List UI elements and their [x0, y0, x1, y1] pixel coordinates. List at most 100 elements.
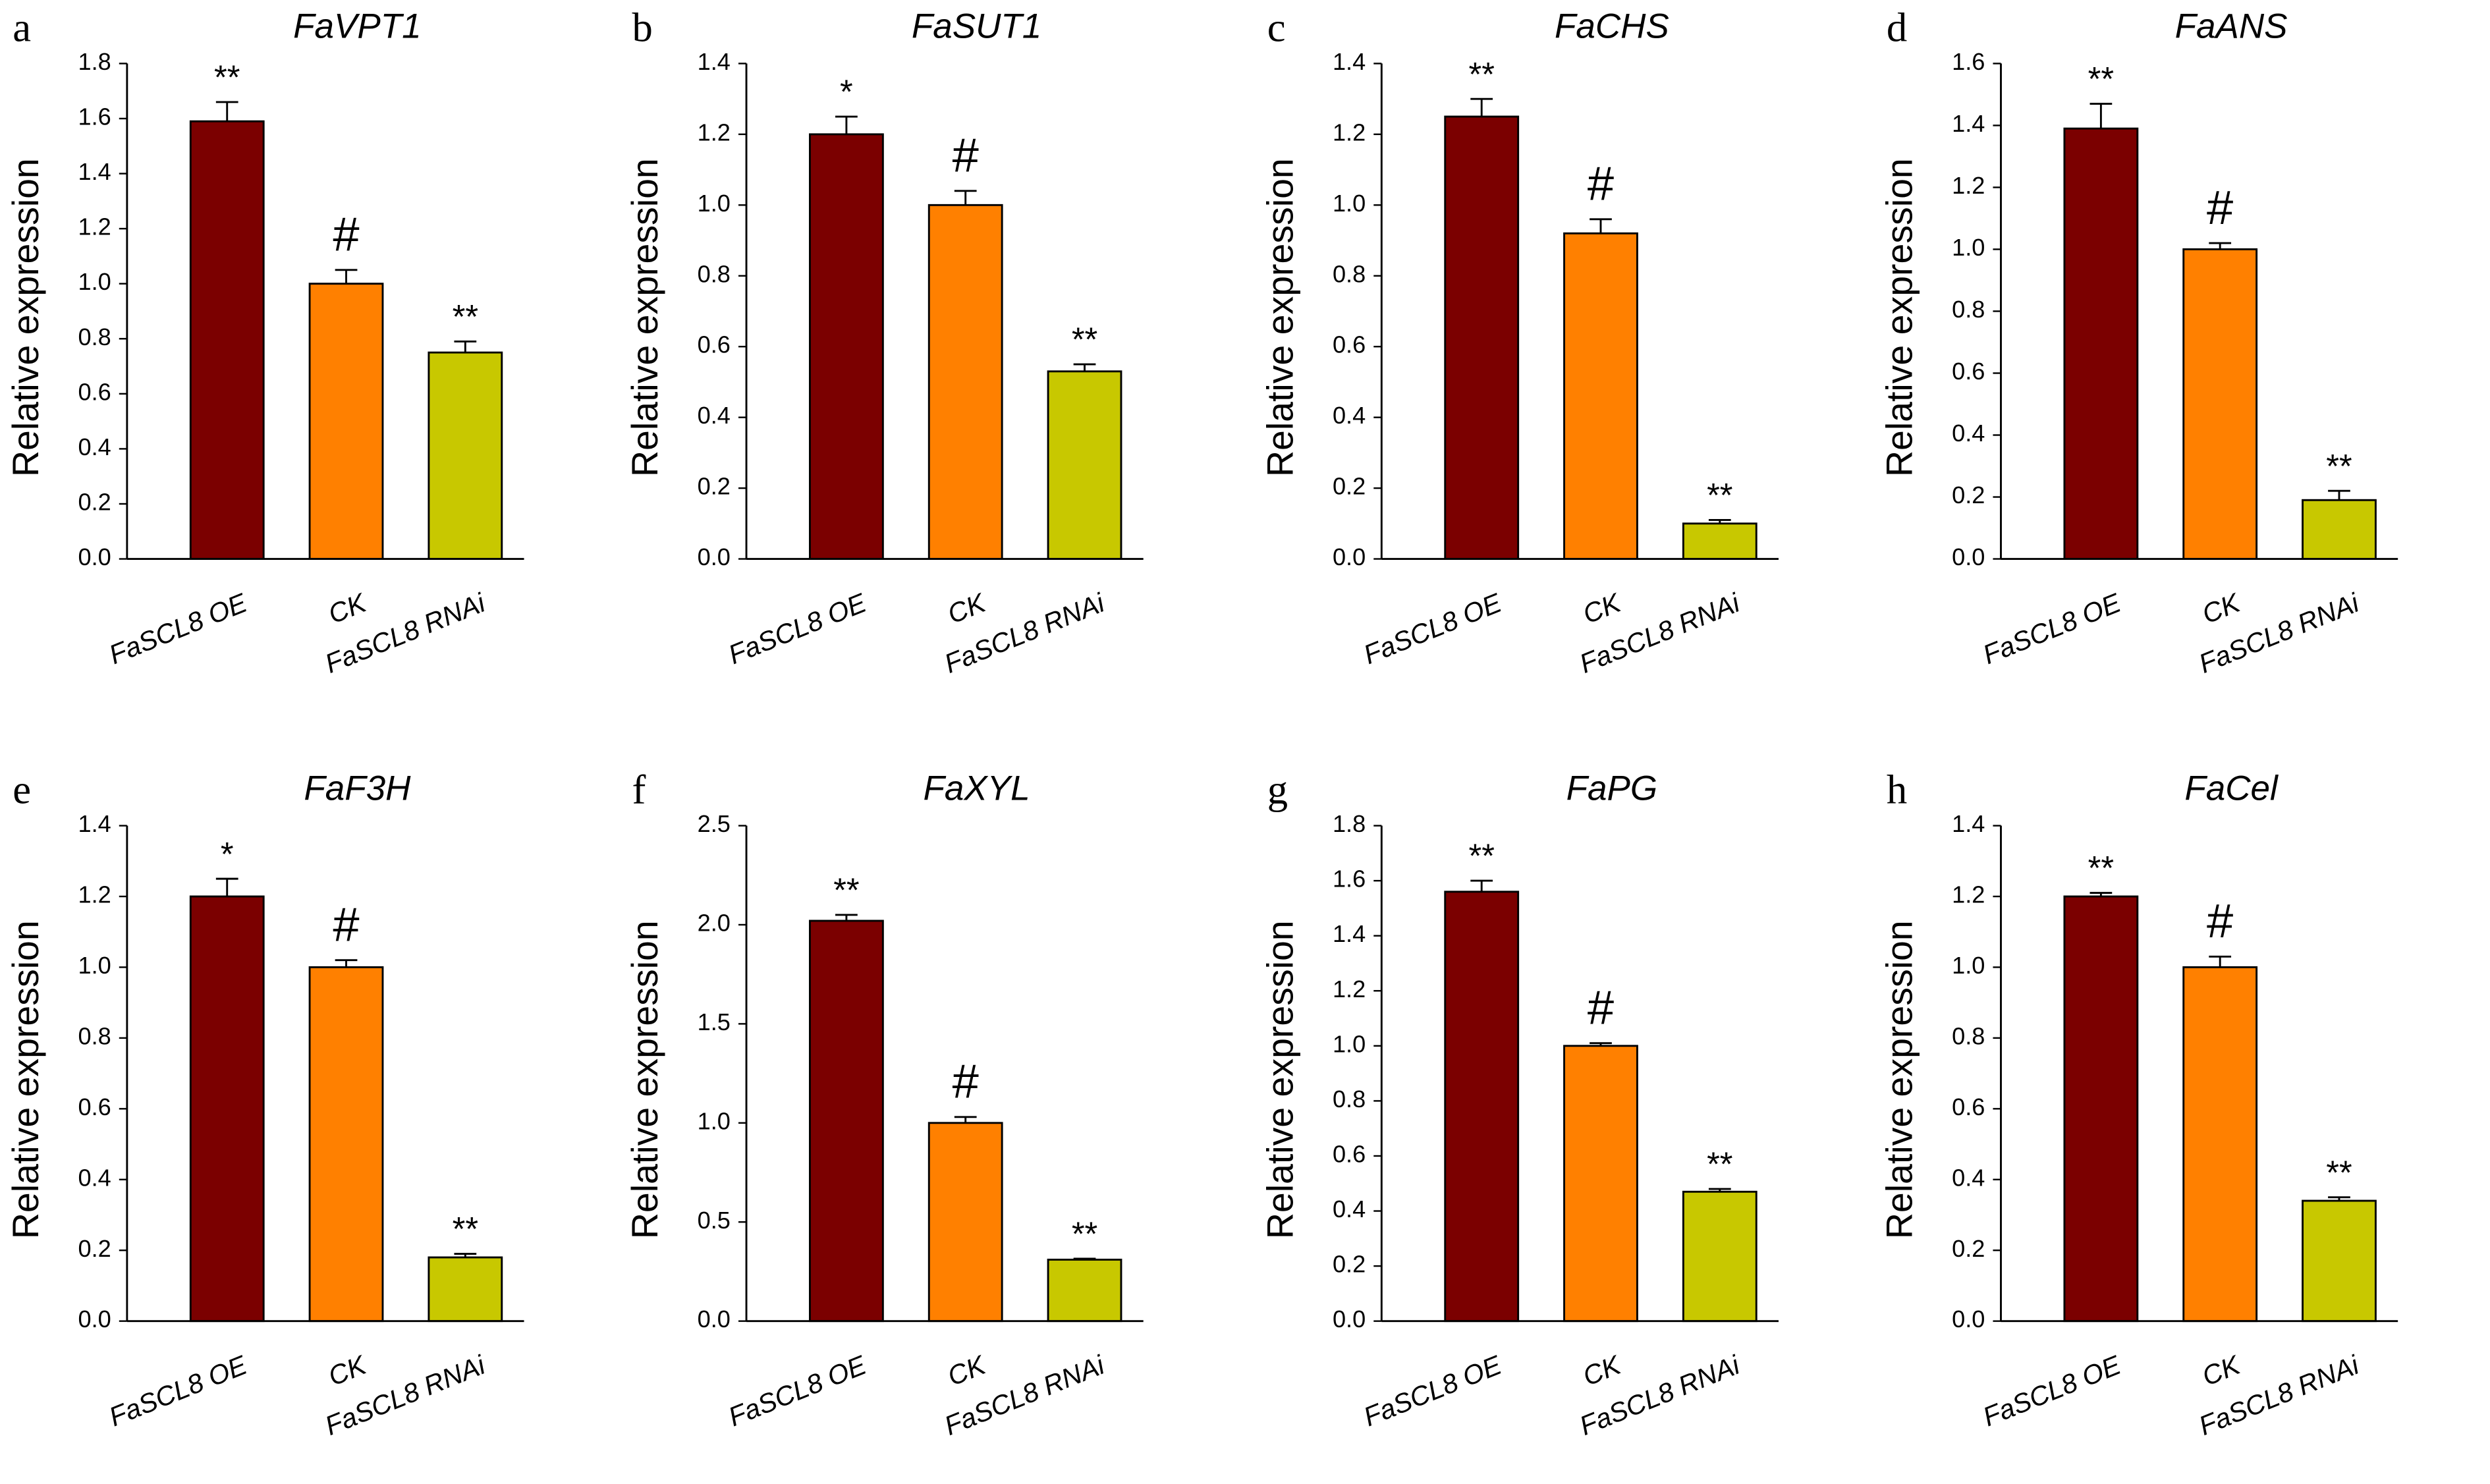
y-tick-label: 0.8: [1333, 1086, 1366, 1113]
y-tick-label: 1.0: [1333, 1030, 1366, 1057]
y-tick-label: 0.0: [698, 1305, 731, 1333]
significance-label: #: [333, 899, 359, 952]
significance-label: **: [2088, 60, 2114, 97]
bar: [927, 204, 1003, 560]
y-tick-label: 0.4: [1952, 1164, 1985, 1191]
y-tick-label: 1.0: [78, 952, 111, 979]
bar: [1444, 891, 1520, 1323]
y-tick-label: 1.8: [1333, 810, 1366, 837]
y-tick-label: 1.4: [78, 810, 111, 837]
y-tick-label: 0.0: [1952, 543, 1985, 570]
significance-label: #: [1588, 158, 1614, 211]
error-bar: [1073, 363, 1096, 371]
significance-label: **: [833, 871, 859, 909]
y-tick-label: 0.2: [1333, 473, 1366, 500]
y-tick-label: 1.0: [1952, 234, 1985, 261]
significance-label: **: [453, 298, 478, 335]
significance-label: **: [2326, 447, 2352, 485]
bar: [809, 920, 884, 1323]
y-tick-label: 0.0: [1333, 1305, 1366, 1333]
y-tick-label: 1.6: [78, 103, 111, 130]
y-tick-label: 1.0: [1952, 952, 1985, 979]
x-tick-label: CK: [943, 587, 991, 630]
significance-label: #: [953, 130, 979, 182]
y-tick-label: 0.6: [1333, 1141, 1366, 1168]
bar: [189, 895, 265, 1323]
bar: [1563, 232, 1638, 560]
significance-label: #: [333, 209, 359, 261]
bar: [428, 1256, 503, 1323]
x-tick-label: CK: [1578, 587, 1626, 630]
y-tick-label: 1.4: [1952, 110, 1985, 137]
error-bar: [954, 1116, 977, 1123]
y-tick-label: 0.8: [1952, 296, 1985, 323]
significance-label: **: [453, 1210, 478, 1248]
panel-label: e: [13, 767, 31, 813]
error-bar: [1470, 97, 1493, 117]
y-tick-label: 0.6: [1952, 358, 1985, 385]
error-bar: [2328, 489, 2350, 501]
chart-title: FaANS: [2175, 7, 2288, 45]
y-tick-label: 0.0: [78, 543, 111, 570]
y-axis-label: Relative expression: [5, 158, 46, 477]
panel: g FaPG Relative expression 0.0 0.2 0.4 0.6 0.8 1…: [1259, 767, 1779, 1441]
bar: [1444, 115, 1520, 560]
x-tick-label: FaSCL8 OE: [724, 1350, 871, 1433]
y-tick-label: 1.2: [1952, 881, 1985, 908]
y-tick-label: 0.0: [1952, 1305, 1985, 1333]
bar: [1682, 522, 1757, 560]
y-tick-label: 0.4: [698, 402, 731, 429]
panel: e FaF3H Relative expression 0.0 0.2 0.4 0.6 0.8…: [5, 767, 524, 1441]
error-bar: [2209, 955, 2232, 968]
chart-title: FaSUT1: [912, 7, 1041, 45]
significance-label: **: [2088, 849, 2114, 887]
significance-label: *: [221, 835, 234, 873]
y-tick-label: 0.2: [78, 1235, 111, 1262]
panel-label: c: [1267, 5, 1286, 51]
y-tick-label: 0.4: [78, 433, 111, 460]
bar: [189, 120, 265, 560]
y-tick-label: 0.4: [1333, 402, 1366, 429]
y-tick-label: 0.0: [1333, 543, 1366, 570]
panel-label: h: [1887, 767, 1907, 813]
panel-label: a: [13, 5, 31, 51]
y-tick-label: 1.2: [1333, 119, 1366, 146]
significance-label: **: [1469, 837, 1495, 875]
bar: [927, 1122, 1003, 1323]
y-tick-label: 1.0: [1333, 190, 1366, 217]
error-bar: [1590, 218, 1612, 234]
y-axis-label: Relative expression: [1259, 158, 1300, 477]
y-tick-label: 1.6: [1333, 866, 1366, 893]
x-tick-label: CK: [324, 1349, 372, 1392]
chart-title: FaCel: [2184, 769, 2279, 808]
error-bar: [1470, 879, 1493, 892]
bar: [2182, 966, 2258, 1323]
y-tick-label: 2.5: [698, 810, 731, 837]
bar: [1047, 1258, 1122, 1323]
y-tick-label: 0.0: [78, 1305, 111, 1333]
y-tick-label: 0.2: [698, 473, 731, 500]
y-axis-label: Relative expression: [1879, 158, 1920, 477]
y-tick-label: 1.0: [698, 1107, 731, 1134]
x-tick-label: CK: [324, 587, 372, 630]
significance-label: *: [840, 73, 853, 111]
error-bar: [1073, 1257, 1096, 1260]
chart-title: FaVPT1: [293, 7, 421, 45]
panel: b FaSUT1 Relative expression 0.0 0.2 0.4 0.6 0.…: [624, 5, 1144, 679]
error-bar: [335, 959, 358, 968]
error-bar: [454, 341, 477, 353]
y-tick-label: 1.0: [698, 190, 731, 217]
bar: [809, 133, 884, 560]
y-tick-label: 1.4: [1333, 48, 1366, 75]
y-tick-label: 0.2: [1333, 1251, 1366, 1278]
y-axis-label: Relative expression: [624, 920, 665, 1239]
error-bar: [2089, 103, 2113, 129]
significance-label: #: [2207, 182, 2233, 234]
error-bar: [215, 877, 238, 896]
y-tick-label: 1.2: [698, 119, 731, 146]
x-tick-label: FaSCL8 OE: [1979, 1350, 2126, 1433]
error-bar: [835, 914, 858, 921]
bar: [308, 283, 384, 560]
error-bar: [954, 190, 977, 206]
y-tick-label: 0.2: [1952, 1235, 1985, 1262]
